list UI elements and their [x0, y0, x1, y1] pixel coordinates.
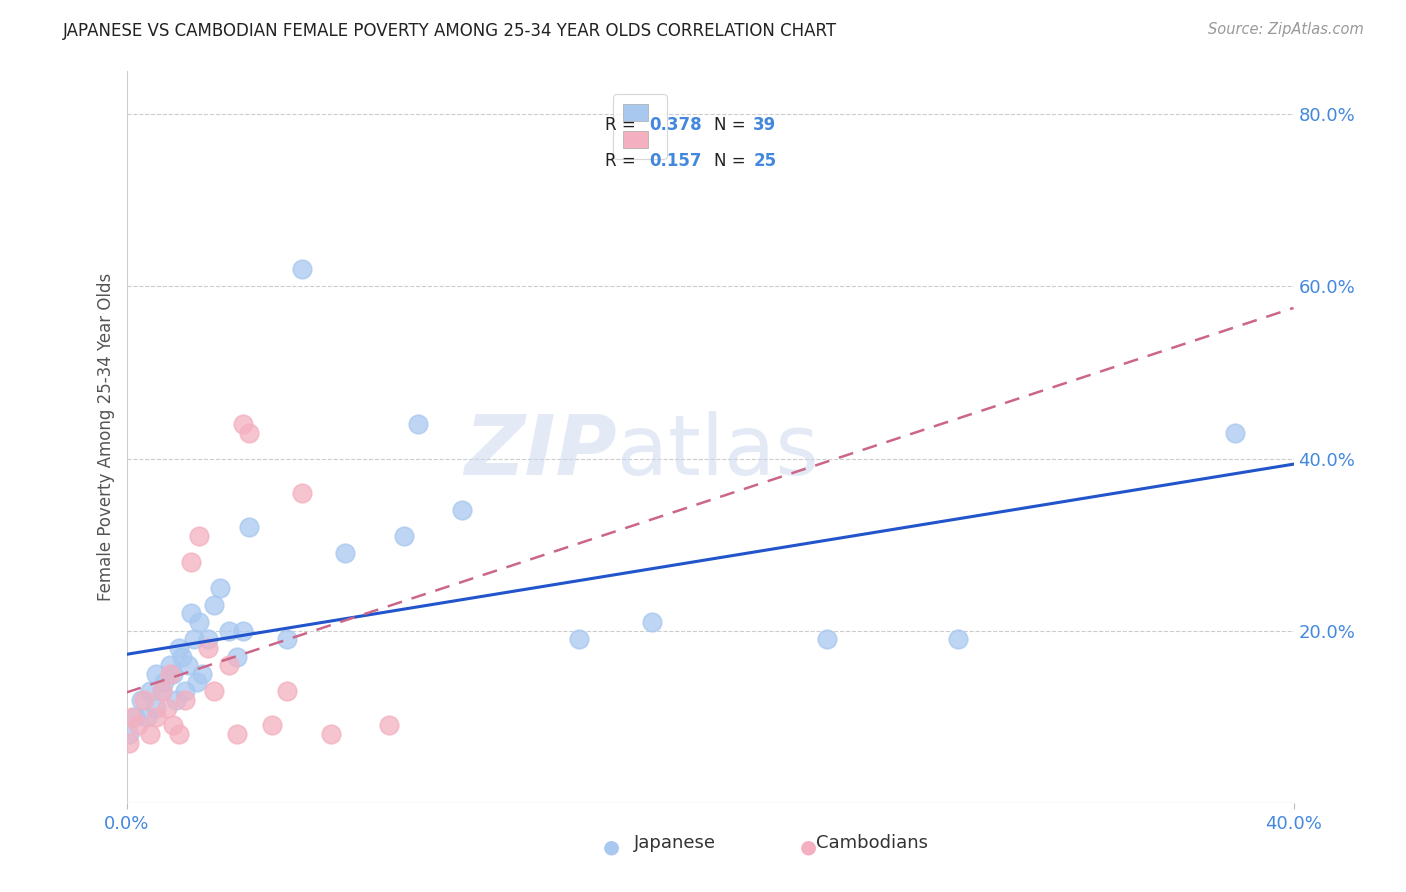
Text: N =: N = [713, 116, 745, 134]
Point [335, 546, 357, 560]
Text: Cambodians: Cambodians [815, 834, 928, 852]
Point [197, 632, 219, 647]
Point [262, 718, 284, 732]
Text: 0.378: 0.378 [650, 116, 702, 134]
Point [197, 640, 219, 655]
Point [276, 632, 298, 647]
Point [159, 666, 181, 681]
Point [451, 503, 474, 517]
Point [165, 692, 187, 706]
Point [118, 735, 141, 749]
Point [121, 710, 143, 724]
Point [186, 675, 208, 690]
Point [202, 598, 225, 612]
Point [218, 624, 240, 638]
Point [276, 684, 298, 698]
Point [170, 649, 193, 664]
Point [290, 262, 312, 277]
Point [145, 710, 167, 724]
Point [167, 640, 190, 655]
Point [180, 607, 202, 621]
Point [145, 701, 167, 715]
Text: atlas: atlas [617, 411, 818, 492]
Point [174, 684, 197, 698]
Text: R =: R = [605, 116, 636, 134]
Point [290, 486, 312, 500]
Point [180, 555, 202, 569]
Text: 25: 25 [754, 153, 776, 170]
Point [408, 417, 430, 432]
Text: Japanese: Japanese [634, 834, 716, 852]
Point [156, 701, 179, 715]
Point [226, 727, 249, 741]
Point [139, 727, 162, 741]
Point [202, 684, 225, 698]
Point [124, 710, 146, 724]
Point [159, 658, 181, 673]
Point [127, 718, 149, 732]
Point [162, 718, 184, 732]
Point [162, 666, 184, 681]
Text: ●: ● [603, 838, 620, 857]
Point [378, 718, 401, 732]
Text: 39: 39 [754, 116, 776, 134]
Y-axis label: Female Poverty Among 25-34 Year Olds: Female Poverty Among 25-34 Year Olds [97, 273, 115, 601]
Point [174, 692, 197, 706]
Point [392, 529, 415, 543]
Point [946, 632, 969, 647]
Text: JAPANESE VS CAMBODIAN FEMALE POVERTY AMONG 25-34 YEAR OLDS CORRELATION CHART: JAPANESE VS CAMBODIAN FEMALE POVERTY AMO… [63, 22, 838, 40]
Point [118, 727, 141, 741]
Point [218, 658, 240, 673]
Point [177, 658, 200, 673]
Point [188, 615, 211, 629]
Point [232, 417, 254, 432]
Point [238, 425, 260, 440]
Point [129, 692, 152, 706]
Point [640, 615, 664, 629]
Point [191, 666, 214, 681]
Point [150, 684, 173, 698]
Point [319, 727, 342, 741]
Point [232, 624, 254, 638]
Text: 0.157: 0.157 [650, 153, 702, 170]
Point [208, 581, 231, 595]
Text: ●: ● [800, 838, 817, 857]
Point [150, 684, 173, 698]
Legend: , : , [613, 95, 666, 159]
Point [167, 727, 190, 741]
Point [145, 666, 167, 681]
Point [132, 692, 155, 706]
Point [183, 632, 205, 647]
Text: R =: R = [605, 153, 636, 170]
Point [226, 649, 249, 664]
Point [136, 710, 159, 724]
Point [815, 632, 838, 647]
Text: Source: ZipAtlas.com: Source: ZipAtlas.com [1208, 22, 1364, 37]
Point [568, 632, 591, 647]
Point [153, 675, 176, 690]
Point [238, 520, 260, 534]
Text: ZIP: ZIP [464, 411, 617, 492]
Point [1223, 425, 1246, 440]
Point [188, 529, 211, 543]
Point [139, 684, 162, 698]
Text: N =: N = [713, 153, 745, 170]
